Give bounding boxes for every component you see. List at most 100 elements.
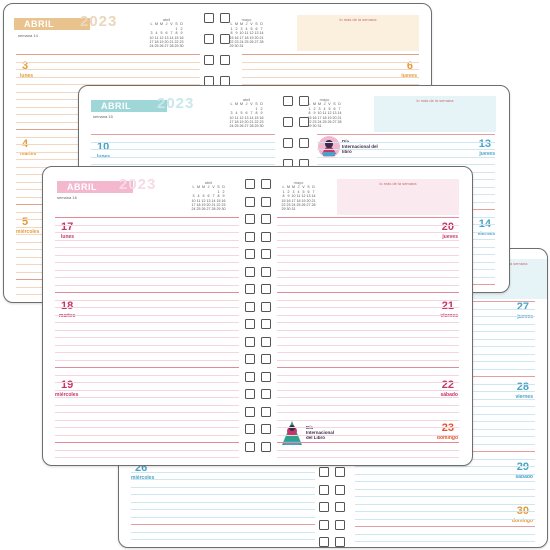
calendar-day: 9 — [222, 194, 225, 199]
binder-ring — [204, 55, 214, 65]
writing-line — [55, 239, 239, 241]
calendar-day: 17 — [317, 115, 322, 120]
calendar-day: 8 — [282, 194, 285, 199]
writing-line — [55, 374, 239, 376]
writing-line — [55, 359, 239, 361]
calendar-day: 27 — [164, 44, 169, 49]
calendar-day: 12 — [201, 198, 206, 203]
writing-line — [55, 284, 239, 286]
month-banner: ABRIL — [14, 18, 90, 30]
calendar-day: 27 — [244, 124, 249, 129]
writing-line — [55, 367, 239, 368]
writing-line — [55, 314, 239, 316]
writing-line — [131, 494, 315, 495]
calendar-day: 29 — [254, 124, 259, 129]
writing-line — [277, 404, 459, 406]
writing-line — [16, 69, 200, 70]
calendar-day: 27 — [332, 120, 337, 125]
mini-calendar-title: mayo — [293, 180, 304, 185]
book-day-sticker: Día Internacional del libro — [317, 134, 378, 162]
calendar-day: 3 — [292, 189, 295, 194]
mini-calendar-title: mayo — [241, 17, 252, 22]
week-number: semana 16 — [57, 195, 77, 200]
writing-line — [131, 471, 315, 473]
calendar-day: 29 — [216, 207, 221, 212]
weekday-letter: S — [333, 102, 336, 107]
writing-line — [317, 149, 495, 150]
calendar-day: 3 — [192, 194, 195, 199]
binder-ring — [261, 301, 271, 312]
calendar-day: 31 — [291, 207, 296, 212]
mini-calendar-title: abril — [242, 97, 251, 102]
binder-ring — [299, 117, 309, 127]
binder-ring — [220, 34, 230, 44]
calendar-day: 19 — [249, 35, 254, 40]
binder-ring — [335, 467, 345, 477]
writing-line — [277, 434, 459, 436]
binder-ring — [319, 519, 329, 530]
weekday-letter: L — [308, 102, 311, 107]
calendar-day: 16 — [221, 198, 226, 203]
calendar-day: 10 — [291, 194, 296, 199]
calendar-day: 18 — [322, 115, 327, 120]
writing-line — [55, 307, 239, 308]
binder-ring — [245, 389, 255, 399]
writing-line — [55, 277, 239, 278]
writing-line — [16, 84, 200, 85]
week-number: semana 15 — [93, 114, 113, 119]
binder-ring — [261, 266, 271, 277]
notes-label: lo más de la semana — [379, 181, 417, 186]
binder-ring — [245, 319, 255, 329]
writing-line — [91, 134, 275, 135]
mini-calendar: abril L M M J V S D 1 2 3 4 5 6 7 8 9 10 11 12 13 14 15 16 17 18 1… — [149, 17, 184, 49]
writing-line — [131, 509, 315, 510]
writing-line — [277, 307, 459, 308]
calendar-day: 21 — [249, 120, 254, 125]
calendar-day: 23 — [234, 40, 239, 45]
binder-ring — [245, 336, 255, 347]
calendar-day: 20 — [306, 198, 311, 203]
writing-line — [55, 232, 239, 233]
book-day-illustration-icon — [282, 421, 302, 445]
binder-ring — [335, 519, 345, 530]
calendar-day: 21 — [211, 203, 216, 208]
writing-line — [16, 61, 200, 63]
binder-ring — [261, 249, 271, 259]
weekday-letter: M — [235, 102, 238, 107]
calendar-day: 4 — [245, 26, 248, 31]
calendar-day: 21 — [311, 198, 316, 203]
calendar-day: 23 — [259, 120, 264, 125]
calendar-day: 5 — [250, 26, 253, 31]
calendar-day: 6 — [307, 189, 310, 194]
weekday-letter: L — [282, 185, 285, 190]
writing-line — [55, 442, 239, 443]
day-number: 18 — [61, 300, 74, 312]
calendar-day: 18 — [296, 198, 301, 203]
weekday-letter: V — [328, 102, 331, 107]
weekday-letter: M — [292, 185, 295, 190]
weekday-letter: V — [170, 22, 173, 27]
calendar-day: 12 — [249, 31, 254, 36]
binder-ring — [261, 231, 271, 242]
calendar-day: 24 — [317, 120, 322, 125]
binder-ring — [261, 371, 271, 382]
mini-calendar-grid: L M M J V S D 1 2 3 4 5 6 7 8 9 10 11 12 13 14 15 16 17 18 19 20 21… — [229, 22, 264, 48]
calendar-day: 10 — [191, 198, 196, 203]
month-banner: ABRIL — [91, 100, 167, 112]
binder-ring — [261, 406, 271, 417]
writing-line — [16, 54, 200, 55]
calendar-day: 11 — [196, 198, 201, 203]
writing-line — [55, 329, 239, 331]
calendar-day: 12 — [239, 115, 244, 120]
binder-ring — [245, 406, 255, 417]
calendar-day: 9 — [235, 31, 238, 36]
calendar-day: 17 — [229, 120, 234, 125]
weekday-letter: J — [245, 102, 248, 107]
calendar-day: 22 — [216, 203, 221, 208]
day-name: jueves — [442, 234, 458, 240]
calendar-day: 23 — [221, 203, 226, 208]
weekday-letter: D — [260, 102, 263, 107]
calendar-day: 6 — [245, 111, 248, 116]
calendar-day: 12 — [327, 111, 332, 116]
calendar-day: 30 — [312, 124, 317, 129]
